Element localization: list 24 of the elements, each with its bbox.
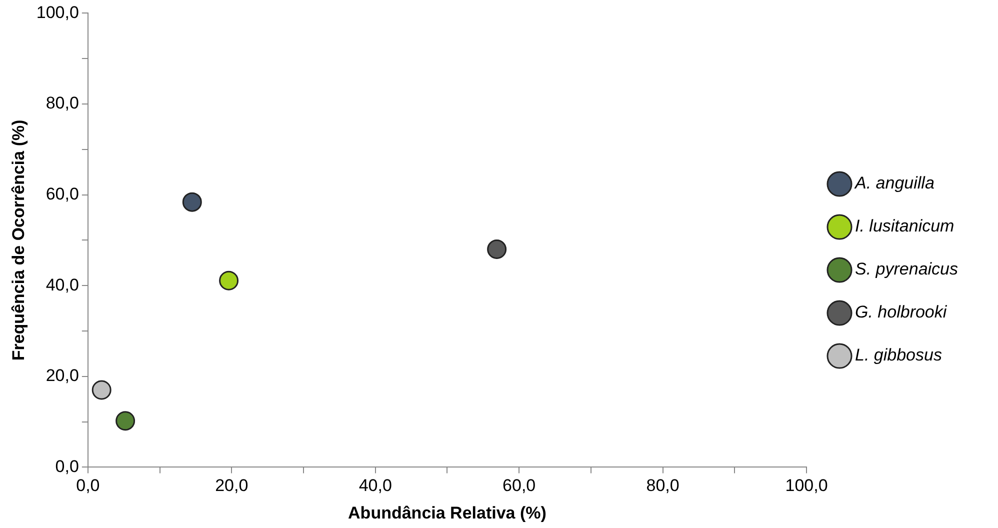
x-tick-label: 0,0 (76, 476, 100, 496)
legend-label: S. pyrenaicus (855, 260, 958, 279)
x-tick-label: 80,0 (646, 476, 680, 496)
y-tick-label: 20,0 (46, 366, 79, 386)
y-tick-label: 0,0 (55, 456, 79, 476)
point (92, 380, 112, 400)
point (182, 192, 202, 212)
x-tick-label: 100,0 (785, 476, 828, 496)
x-tick-label: 20,0 (215, 476, 248, 496)
y-tick-label: 100,0 (36, 2, 79, 22)
x-tick-label: 60,0 (502, 476, 536, 496)
y-tick-label: 60,0 (46, 184, 79, 204)
point (487, 240, 507, 260)
y-tick-label: 80,0 (46, 94, 79, 113)
y-axis-title: Frequência de Ocorrência (%) (8, 120, 28, 361)
legend-label: L. gibbosus (855, 346, 942, 365)
point (219, 270, 239, 290)
legend-label: A. anguilla (854, 174, 934, 193)
legend-label: G. holbrooki (855, 302, 948, 322)
point (116, 411, 136, 431)
x-tick-label: 40,0 (358, 476, 392, 496)
x-axis-title: Abundância Relativa (%) (348, 503, 546, 522)
legend-label: I. lusitanicum (855, 216, 954, 236)
y-tick-label: 40,0 (46, 275, 79, 294)
